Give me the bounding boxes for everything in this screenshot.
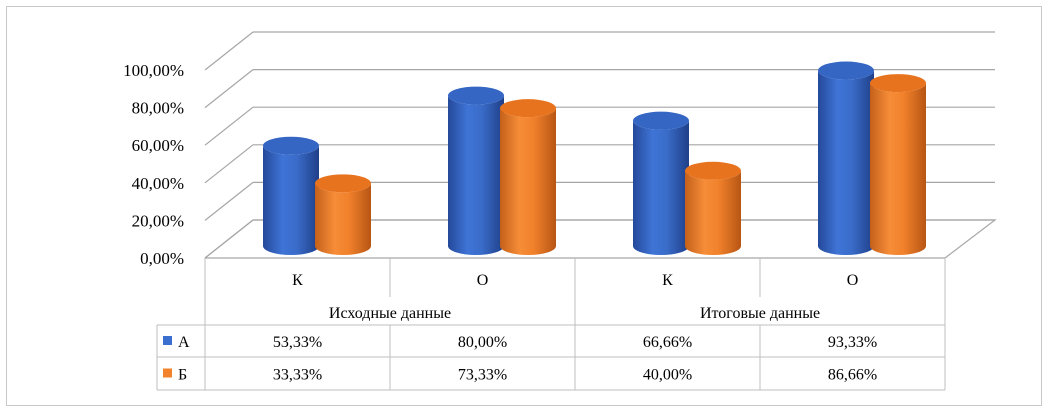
bar-top (263, 136, 319, 155)
gridline-side (204, 31, 254, 71)
bar-body (315, 183, 372, 255)
y-tick-label: 80,00% (132, 99, 184, 118)
bar-body (685, 170, 741, 255)
bar-top (818, 61, 874, 80)
gridline-side (204, 144, 254, 184)
bar-top (315, 174, 371, 193)
x-tick-label: К (292, 272, 303, 289)
group-label: Итоговые данные (700, 305, 820, 322)
data-label: 73,33% (458, 367, 507, 384)
bar-body (263, 145, 319, 255)
y-axis: 0,00% 20,00% 40,00% 60,00% 80,00% 100,00% (123, 61, 184, 268)
gridline-side (204, 69, 254, 109)
bar-body (633, 120, 689, 255)
y-tick-label: 60,00% (132, 136, 184, 155)
legend-key-Б (163, 368, 172, 378)
bar-Б-1 (500, 99, 556, 255)
y-tick-label: 40,00% (132, 174, 184, 193)
x-tick-label: О (477, 272, 489, 289)
data-label: 33,33% (273, 367, 322, 384)
bar-top (633, 111, 689, 130)
gridline-side (204, 106, 254, 146)
bar-Б-0 (315, 174, 372, 255)
data-label: 40,00% (643, 367, 692, 384)
legend-key-А (163, 336, 172, 345)
bar-А-0 (263, 136, 319, 255)
data-label: 80,00% (458, 334, 507, 351)
bar-Б-2 (685, 161, 741, 255)
bar-А-2 (633, 111, 689, 255)
data-label: 86,66% (828, 367, 877, 384)
bar-body (500, 108, 556, 255)
bar-top (685, 161, 741, 180)
gridline-side (204, 181, 254, 221)
bar-top (448, 86, 504, 105)
data-label: 53,33% (273, 334, 322, 351)
data-label: 66,66% (643, 334, 692, 351)
bar-body (818, 70, 874, 255)
y-tick-label: 20,00% (132, 211, 184, 230)
bar-А-1 (448, 86, 504, 255)
bar-top (500, 99, 556, 118)
bars (263, 61, 926, 256)
data-label: 93,33% (828, 334, 877, 351)
bar-Б-3 (870, 74, 926, 256)
group-label: Исходные данные (329, 305, 451, 322)
bar-body (870, 83, 926, 256)
data-table: К О К О Исходные данные Итоговые данные А 53,33… (156, 258, 946, 391)
bar-А-3 (818, 61, 874, 255)
legend-label: Б (178, 367, 187, 384)
legend-label: А (178, 334, 190, 351)
floor (204, 219, 997, 259)
bar-body (448, 95, 504, 255)
y-tick-label: 100,00% (123, 61, 184, 80)
y-tick-label: 0,00% (140, 249, 184, 268)
x-tick-label: О (847, 272, 859, 289)
x-tick-label: К (662, 272, 673, 289)
bar-top (870, 74, 926, 93)
